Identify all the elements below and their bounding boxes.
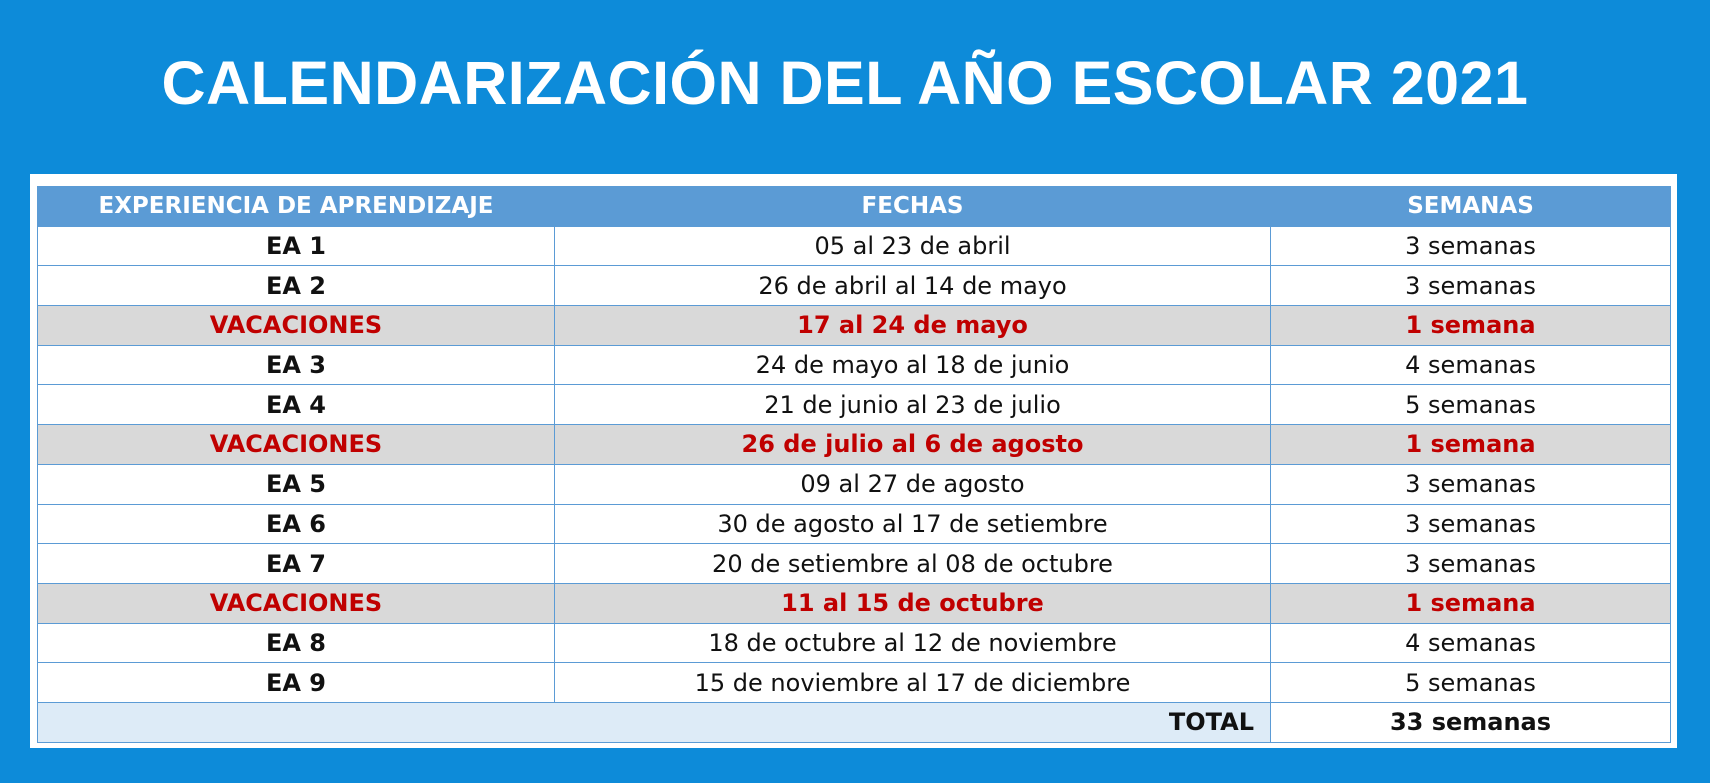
semanas-cell: 3 semanas — [1270, 463, 1671, 505]
table-header-row: EXPERIENCIA DE APRENDIZAJE FECHAS SEMANA… — [37, 186, 1671, 227]
fechas-cell: 30 de agosto al 17 de setiembre — [554, 503, 1271, 545]
semanas-cell: 3 semanas — [1270, 225, 1671, 267]
experiencia-cell: EA 4 — [37, 384, 555, 426]
semanas-cell: 5 semanas — [1270, 662, 1671, 703]
fechas-cell: 21 de junio al 23 de julio — [554, 384, 1271, 426]
total-label: TOTAL — [37, 701, 1271, 743]
table-row: EA 1 05 al 23 de abril 3 semanas — [37, 225, 1671, 267]
fechas-cell: 05 al 23 de abril — [554, 225, 1271, 267]
table-row: EA 5 09 al 27 de agosto 3 semanas — [37, 463, 1671, 505]
fechas-cell: 24 de mayo al 18 de junio — [554, 344, 1271, 386]
column-header-experiencia: EXPERIENCIA DE APRENDIZAJE — [37, 186, 555, 227]
semanas-cell: 4 semanas — [1270, 622, 1671, 664]
vacation-row: VACACIONES 26 de julio al 6 de agosto 1 … — [37, 424, 1671, 465]
experiencia-cell: EA 2 — [37, 265, 555, 307]
column-header-semanas: SEMANAS — [1270, 186, 1671, 227]
experiencia-cell: VACACIONES — [37, 424, 555, 465]
experiencia-cell: EA 1 — [37, 225, 555, 267]
total-row: TOTAL 33 semanas — [37, 701, 1671, 743]
semanas-cell: 3 semanas — [1270, 543, 1671, 584]
experiencia-cell: EA 3 — [37, 344, 555, 386]
fechas-cell: 26 de abril al 14 de mayo — [554, 265, 1271, 307]
table-row: EA 6 30 de agosto al 17 de setiembre 3 s… — [37, 503, 1671, 545]
semanas-cell: 1 semana — [1270, 582, 1671, 624]
table-row: EA 9 15 de noviembre al 17 de diciembre … — [37, 662, 1671, 703]
experiencia-cell: EA 7 — [37, 543, 555, 584]
calendar-table: EXPERIENCIA DE APRENDIZAJE FECHAS SEMANA… — [37, 186, 1671, 743]
experiencia-cell: EA 8 — [37, 622, 555, 664]
semanas-cell: 1 semana — [1270, 305, 1671, 346]
fechas-cell: 17 al 24 de mayo — [554, 305, 1271, 346]
fechas-cell: 20 de setiembre al 08 de octubre — [554, 543, 1271, 584]
experiencia-cell: EA 5 — [37, 463, 555, 505]
semanas-cell: 4 semanas — [1270, 344, 1671, 386]
fechas-cell: 18 de octubre al 12 de noviembre — [554, 622, 1271, 664]
vacation-row: VACACIONES 11 al 15 de octubre 1 semana — [37, 582, 1671, 624]
semanas-cell: 1 semana — [1270, 424, 1671, 465]
experiencia-cell: VACACIONES — [37, 582, 555, 624]
fechas-cell: 15 de noviembre al 17 de diciembre — [554, 662, 1271, 703]
experiencia-cell: EA 6 — [37, 503, 555, 545]
table-row: EA 4 21 de junio al 23 de julio 5 semana… — [37, 384, 1671, 426]
table-row: EA 2 26 de abril al 14 de mayo 3 semanas — [37, 265, 1671, 307]
total-value: 33 semanas — [1270, 701, 1671, 743]
semanas-cell: 3 semanas — [1270, 503, 1671, 545]
calendar-sheet: EXPERIENCIA DE APRENDIZAJE FECHAS SEMANA… — [30, 174, 1677, 748]
table-row: EA 7 20 de setiembre al 08 de octubre 3 … — [37, 543, 1671, 584]
fechas-cell: 11 al 15 de octubre — [554, 582, 1271, 624]
page-title: CALENDARIZACIÓN DEL AÑO ESCOLAR 2021 — [161, 49, 1529, 117]
semanas-cell: 3 semanas — [1270, 265, 1671, 307]
semanas-cell: 5 semanas — [1270, 384, 1671, 426]
fechas-cell: 09 al 27 de agosto — [554, 463, 1271, 505]
table-row: EA 8 18 de octubre al 12 de noviembre 4 … — [37, 622, 1671, 664]
experiencia-cell: EA 9 — [37, 662, 555, 703]
table-row: EA 3 24 de mayo al 18 de junio 4 semanas — [37, 344, 1671, 386]
fechas-cell: 26 de julio al 6 de agosto — [554, 424, 1271, 465]
experiencia-cell: VACACIONES — [37, 305, 555, 346]
vacation-row: VACACIONES 17 al 24 de mayo 1 semana — [37, 305, 1671, 346]
column-header-fechas: FECHAS — [554, 186, 1271, 227]
